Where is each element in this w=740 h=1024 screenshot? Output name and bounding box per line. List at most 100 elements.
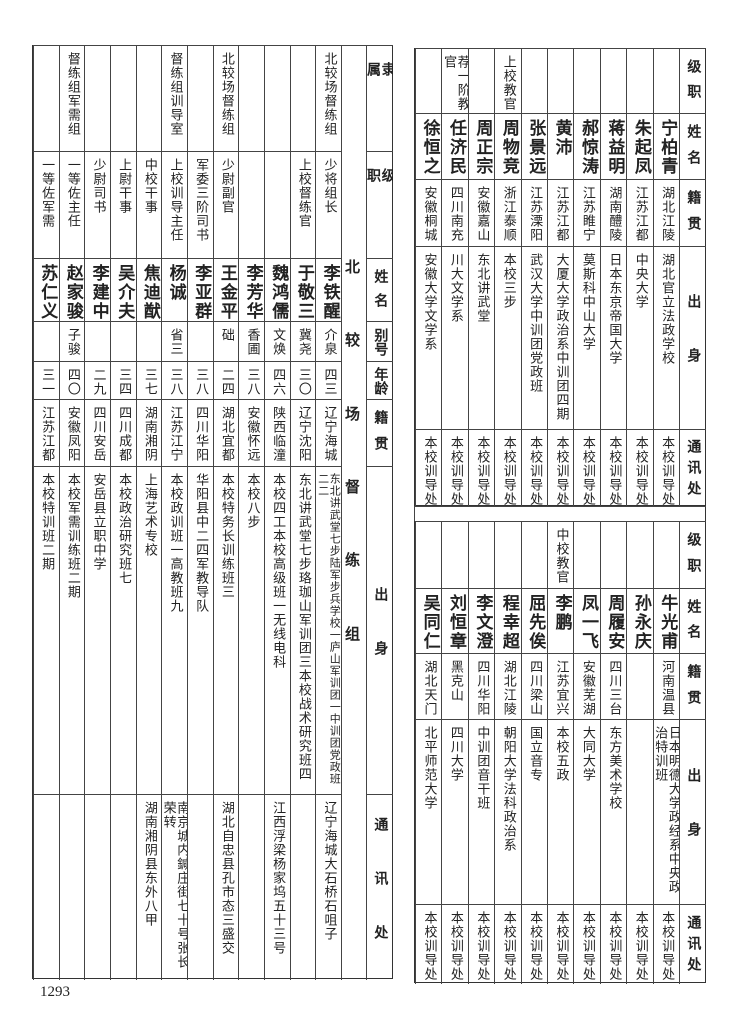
column-header: 级职 [679,48,706,113]
cell-rank [573,48,600,113]
cell-name: 李亚群 [187,258,213,321]
cell-native: 湖北宜都 [212,399,239,466]
cell-education: 北平师范大学 [415,719,442,904]
cell-address: 本校训导处 [415,429,442,507]
cell-name: 凤一飞 [573,588,600,653]
title-column [341,45,366,980]
column-header: 出身 [679,246,706,429]
cell-alias [135,321,162,361]
cell-name: 郝惊涛 [573,113,600,179]
column-header: 出身 [366,466,393,794]
cell-rank: 军委三阶司书 [187,151,213,258]
cell-name: 孙永庆 [626,588,653,653]
cell-age: 三八 [187,361,213,399]
cell-address: 本校训导处 [494,904,521,984]
cell-address: 本校训导处 [547,429,574,507]
cell-native: 湖南湘阴 [135,399,162,466]
cell-affiliation [238,45,264,151]
cell-alias [187,321,213,361]
cell-education: 川大文学系 [441,246,468,429]
cell-address [187,794,213,980]
cell-address: 本校训导处 [467,429,495,507]
column-header: 籍贯 [679,179,706,246]
cell-alias: 文焕 [264,321,290,361]
cell-native: 四川南充 [441,179,468,246]
cell-rank [652,521,679,588]
cell-rank: 少尉副官 [212,151,239,258]
column-header: 级职 [366,151,393,258]
cell-native: 湖南醴陵 [599,179,627,246]
cell-rank [547,48,574,113]
cell-alias: 介泉 [315,321,341,361]
cell-address [238,794,264,980]
cell-native: 黑克山 [441,653,468,719]
cell-rank [520,48,547,113]
cell-native: 江苏宜兴 [547,653,574,719]
title-char: 场 [343,405,361,421]
cell-age: 四六 [264,361,290,399]
cell-name: 吴介夫 [110,258,136,321]
cell-affiliation [33,45,59,151]
cell-name: 周正宗 [467,113,495,179]
cell-education: 安徽大学文学系 [415,246,442,429]
cell-education: 本校五政 [547,719,574,904]
cell-address: 本校训导处 [652,904,679,984]
cell-rank [599,48,627,113]
cell-native: 安徽怀远 [238,399,264,466]
right-bottom-roster-table: 牛光甫 河南温县 日本明德大学政经系中央政治特训班 本校训导处 孙永庆 本校训导处 周履安四… [414,506,706,984]
cell-education: 湖北官立法政学校 [652,246,679,429]
title-char: 组 [343,625,361,641]
cell-education: 东北讲武堂七步陆军步兵学校一庐山军训团一中训团党政班二二 [315,466,341,794]
cell-age: 二四 [212,361,239,399]
cell-name: 朱起凤 [626,113,653,179]
cell-address: 本校训导处 [441,429,468,507]
cell-name: 徐恒之 [415,113,442,179]
right-top-roster-table: 宁柏青 湖北江陵 湖北官立法政学校 本校训导处 朱起凤 江苏江都 中央大学 本校训导处 蒋益明湖… [414,48,706,507]
cell-age: 四〇 [58,361,85,399]
cell-address: 江西浮梁杨家坞五十三号 [264,794,290,980]
cell-alias: 省三 [161,321,187,361]
cell-rank [467,48,495,113]
cell-native: 江苏江都 [547,179,574,246]
cell-native: 江苏睢宁 [573,179,600,246]
cell-name: 李芳华 [238,258,264,321]
cell-name: 魏鸿儒 [264,258,290,321]
cell-native: 四川华阳 [467,653,495,719]
cell-education: 本校特务长训练班三 [212,466,239,794]
cell-rank: 上校训导主任 [161,151,187,258]
cell-name: 李鹏 [547,588,574,653]
cell-native: 四川安岳 [84,399,110,466]
spacer-band [414,506,706,521]
cell-rank [467,521,495,588]
column-header: 姓名 [679,113,706,179]
column-header: 姓名 [366,258,393,321]
cell-affiliation: 督练组军需组 [58,45,85,151]
cell-rank: 少尉司书 [84,151,110,258]
cell-rank [520,521,547,588]
cell-alias: 香圃 [238,321,264,361]
column-header: 年龄 [366,361,393,399]
cell-native: 四川三台 [599,653,627,719]
cell-name: 李建中 [84,258,110,321]
cell-name: 张景远 [520,113,547,179]
column-header: 籍贯 [679,653,706,719]
cell-address: 本校训导处 [626,904,653,984]
column-header: 通讯处 [679,904,706,984]
cell-affiliation [289,45,316,151]
cell-address: 本校训导处 [626,429,653,507]
cell-address: 本校训导处 [494,429,521,507]
column-header: 级职 [679,521,706,588]
cell-address: 本校训导处 [415,904,442,984]
column-header: 隶属 [366,45,393,151]
cell-native: 湖北江陵 [494,653,521,719]
cell-native: 四川华阳 [187,399,213,466]
cell-name: 王金平 [212,258,239,321]
cell-age: 三〇 [289,361,316,399]
cell-rank [415,48,442,113]
cell-name: 周履安 [599,588,627,653]
cell-age: 三八 [238,361,264,399]
cell-education: 本校三步 [494,246,521,429]
cell-name: 李铁醒 [315,258,341,321]
cell-native: 安徽嘉山 [467,179,495,246]
cell-name: 刘恒章 [441,588,468,653]
